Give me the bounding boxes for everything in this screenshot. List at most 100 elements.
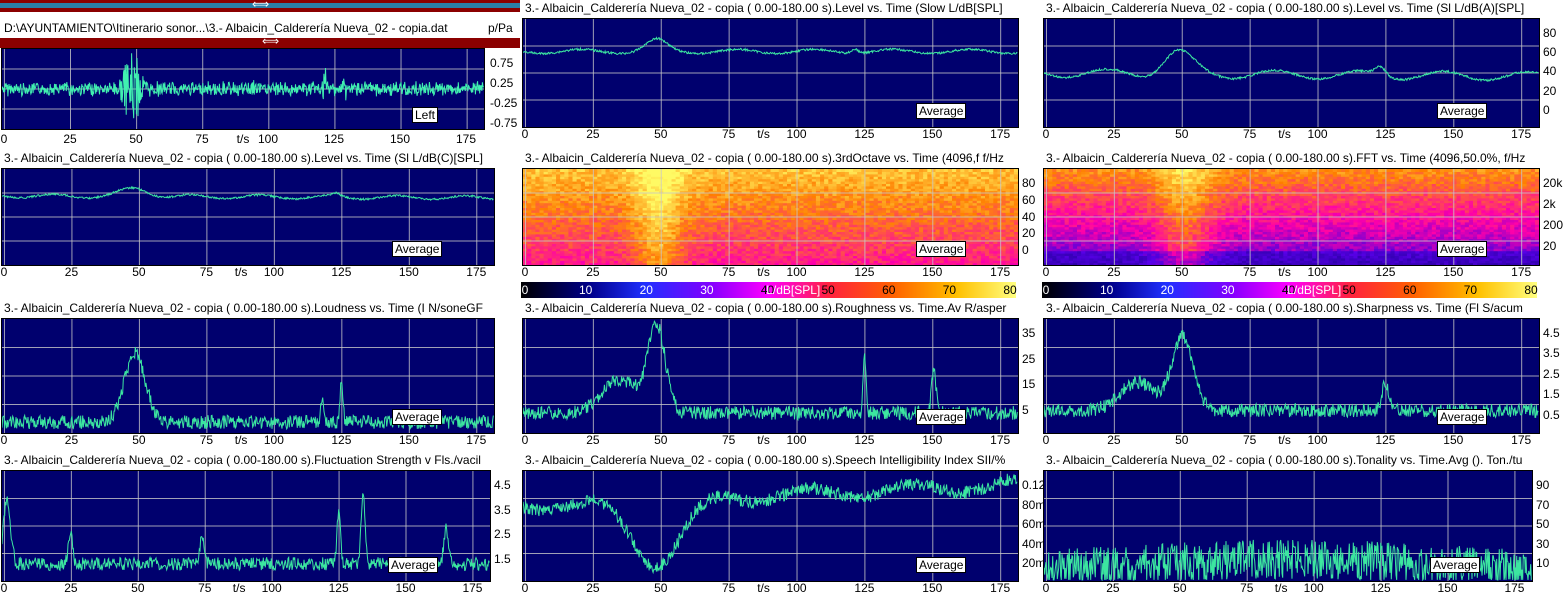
x-unit-label: t/s <box>757 127 770 141</box>
spectrogram-cell <box>940 169 945 172</box>
spectrogram-cell <box>837 169 842 172</box>
spectrogram-cell <box>865 169 870 172</box>
spectrogram-cell <box>849 169 854 172</box>
x-tick-label: 75 <box>200 265 213 279</box>
plot-area[interactable]: Average <box>1043 168 1540 266</box>
spectrogram-cell <box>878 169 883 172</box>
spectrogram-cell <box>639 169 644 172</box>
plot-area[interactable]: Average <box>1043 18 1540 128</box>
x-tick-label: 150 <box>399 265 419 279</box>
y-tick-label: 20 <box>1022 226 1035 240</box>
spectrogram-cell <box>688 169 693 172</box>
x-unit-label: t/s <box>237 132 250 146</box>
spectrogram-cell <box>1006 169 1011 172</box>
spectrogram-cell <box>870 169 875 172</box>
average-label: Average <box>1437 103 1487 119</box>
x-tick-label: 175 <box>990 127 1010 141</box>
spectrogram-cell <box>804 169 809 172</box>
plot-area[interactable]: Average <box>522 168 1019 266</box>
x-tick-label: 100 <box>787 127 807 141</box>
x-unit-label: t/s <box>235 265 248 279</box>
analysis-panel-2: 3.- Albaicin_Calderería Nueva_02 - copia… <box>0 150 517 294</box>
spectrogram-cell <box>626 169 631 172</box>
spectrogram-cell <box>915 169 920 172</box>
spectrogram-cell <box>923 169 928 172</box>
spectrogram-cell <box>948 169 953 172</box>
analysis-panel-3: 3.- Albaicin_Calderería Nueva_02 - copia… <box>521 150 1041 294</box>
spectrogram-cell <box>634 169 639 172</box>
x-tick-label: 150 <box>1443 127 1463 141</box>
spectrogram-cell <box>845 169 850 172</box>
spectrogram-cell <box>738 169 743 172</box>
spectrogram-cell <box>762 169 767 172</box>
scroll-bar-top[interactable]: ⟺ <box>0 0 520 12</box>
waveform-plot[interactable]: Left <box>1 48 485 130</box>
resize-handle-icon[interactable]: ⟺ <box>262 34 279 48</box>
x-tick-label: 0 <box>522 127 529 141</box>
spectrogram-cell <box>614 169 619 172</box>
spectrogram-cell <box>820 169 825 172</box>
y-tick-label: -0.75 <box>490 116 517 130</box>
average-label: Average <box>916 241 966 257</box>
x-tick-label: 125 <box>331 265 351 279</box>
spectrogram-cell <box>700 169 705 172</box>
spectrogram-cell <box>705 169 710 172</box>
x-tick-label: 25 <box>586 265 599 279</box>
spectrogram-cell <box>663 169 668 172</box>
x-tick-label: 125 <box>854 127 874 141</box>
panel-title: 3.- Albaicin_Calderería Nueva_02 - copia… <box>1046 150 1563 166</box>
spectrogram-cell <box>882 169 887 172</box>
spectrogram-cell <box>816 169 821 172</box>
x-tick-label: 125 <box>1375 127 1395 141</box>
x-tick-label: 175 <box>990 265 1010 279</box>
spectrogram-cell <box>680 169 685 172</box>
resize-handle-icon[interactable]: ⟺ <box>252 0 269 11</box>
panel-title: 3.- Albaicin_Calderería Nueva_02 - copia… <box>525 150 1042 166</box>
spectrogram-cell <box>808 169 813 172</box>
x-tick-label: 0 <box>1 265 8 279</box>
data-trace <box>1044 49 1538 81</box>
spectrogram-cell <box>610 169 615 172</box>
spectrogram-cell <box>977 169 982 172</box>
spectrogram-cell <box>696 169 701 172</box>
x-tick-label: 50 <box>654 265 667 279</box>
spectrogram-cell <box>709 169 714 172</box>
spectrogram-cell <box>799 169 804 172</box>
spectrogram-cell <box>630 169 635 172</box>
spectrogram-cell <box>993 169 998 172</box>
x-tick-label: 0 <box>522 265 529 279</box>
spectrogram-cell <box>1002 169 1007 172</box>
x-tick-label: 0 <box>1043 127 1050 141</box>
spectrogram-cell <box>853 169 858 172</box>
spectrogram-cell <box>783 169 788 172</box>
plot-area[interactable]: Average <box>522 18 1019 128</box>
x-tick-label: 100 <box>264 265 284 279</box>
panel-title: 3.- Albaicin_Calderería Nueva_02 - copia… <box>525 0 1042 16</box>
spectrogram-cell <box>548 169 553 172</box>
x-tick-label: 100 <box>258 132 278 146</box>
y-tick-label: -0.25 <box>490 96 517 110</box>
x-tick-label: 175 <box>1511 127 1531 141</box>
y-tick-label: 0 <box>1022 243 1029 257</box>
spectrogram-cell <box>911 169 916 172</box>
spectrogram-cell <box>544 169 549 172</box>
x-tick-label: 175 <box>466 265 486 279</box>
spectrogram-cell <box>676 169 681 172</box>
spectrogram-cell <box>672 169 677 172</box>
analysis-panel-1: 3.- Albaicin_Calderería Nueva_02 - copia… <box>1042 0 1562 156</box>
spectrogram-cell <box>750 169 755 172</box>
spectrogram-cell <box>771 169 776 172</box>
x-unit-label: t/s <box>1278 127 1291 141</box>
x-tick-label: 125 <box>854 265 874 279</box>
spectrogram-cell <box>560 169 565 172</box>
spectrogram-cell <box>931 169 936 172</box>
y-tick-label: 60 <box>1022 193 1035 207</box>
spectrogram-cell <box>758 169 763 172</box>
spectrogram-cell <box>746 169 751 172</box>
spectrogram-cell <box>531 169 536 172</box>
spectrogram-cell <box>795 169 800 172</box>
spectrogram-cell <box>919 169 924 172</box>
plot-area[interactable]: Average <box>1 168 495 266</box>
scroll-bar-bottom[interactable]: ⟺ <box>0 38 520 48</box>
spectrogram-cell <box>585 169 590 172</box>
